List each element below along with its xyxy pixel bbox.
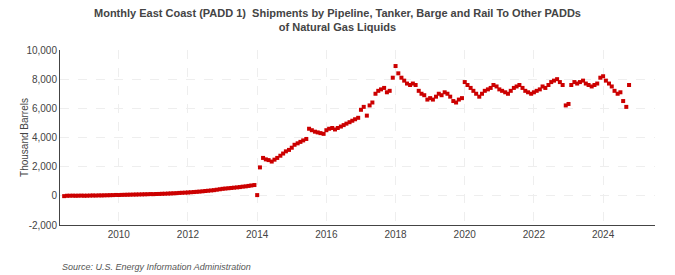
svg-text:-2,000: -2,000: [29, 220, 58, 231]
svg-text:Thousand Barrels: Thousand Barrels: [19, 98, 30, 177]
svg-text:10,000: 10,000: [26, 45, 57, 56]
svg-text:2022: 2022: [523, 229, 546, 240]
svg-text:Source: U.S. Energy Informatio: Source: U.S. Energy Information Administ…: [62, 262, 251, 272]
svg-text:2014: 2014: [246, 229, 269, 240]
svg-text:2018: 2018: [384, 229, 407, 240]
svg-text:6,000: 6,000: [32, 103, 57, 114]
svg-text:Monthly East Coast (PADD 1) S: Monthly East Coast (PADD 1) Shipments by…: [94, 7, 581, 33]
svg-text:2012: 2012: [177, 229, 200, 240]
svg-text:2024: 2024: [592, 229, 615, 240]
svg-text:4,000: 4,000: [32, 132, 57, 143]
svg-text:0: 0: [51, 190, 57, 201]
svg-text:2016: 2016: [315, 229, 338, 240]
svg-text:2020: 2020: [454, 229, 477, 240]
svg-text:8,000: 8,000: [32, 74, 57, 85]
svg-text:2,000: 2,000: [32, 161, 57, 172]
svg-text:2010: 2010: [108, 229, 131, 240]
